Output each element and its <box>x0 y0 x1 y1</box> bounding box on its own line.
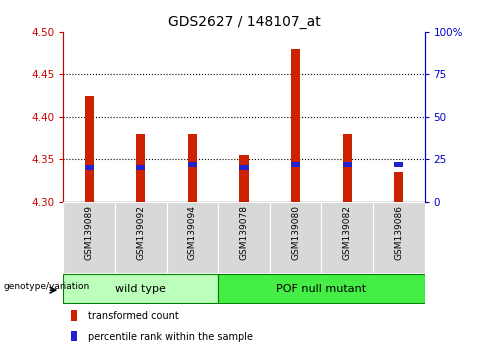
Bar <box>291 49 300 202</box>
Bar <box>373 202 425 273</box>
Text: wild type: wild type <box>115 284 166 293</box>
Text: percentile rank within the sample: percentile rank within the sample <box>88 332 253 342</box>
Bar <box>188 162 197 167</box>
Text: transformed count: transformed count <box>88 311 179 321</box>
Bar <box>63 274 218 303</box>
Text: GSM139094: GSM139094 <box>188 205 197 260</box>
Bar <box>322 202 373 273</box>
Bar <box>84 165 94 170</box>
Text: GSM139089: GSM139089 <box>85 205 94 260</box>
Bar <box>136 134 145 202</box>
Bar <box>84 96 94 202</box>
Bar <box>63 202 115 273</box>
Bar <box>71 310 77 321</box>
Bar <box>270 202 322 273</box>
Bar <box>166 202 218 273</box>
Bar <box>218 202 270 273</box>
Text: genotype/variation: genotype/variation <box>3 282 89 291</box>
Text: GSM139086: GSM139086 <box>394 205 403 260</box>
Bar <box>343 162 352 167</box>
Text: POF null mutant: POF null mutant <box>276 284 366 293</box>
Bar <box>218 274 425 303</box>
Text: GSM139092: GSM139092 <box>136 205 145 260</box>
Bar <box>136 165 145 170</box>
Bar <box>239 165 249 170</box>
Bar <box>394 162 404 167</box>
Bar <box>188 134 197 202</box>
Bar <box>343 134 352 202</box>
Bar <box>115 202 166 273</box>
Bar <box>291 162 300 167</box>
Bar <box>239 155 249 202</box>
Text: GSM139080: GSM139080 <box>291 205 300 260</box>
Bar <box>394 172 404 202</box>
Title: GDS2627 / 148107_at: GDS2627 / 148107_at <box>167 16 321 29</box>
Bar <box>71 331 77 341</box>
Text: GSM139078: GSM139078 <box>240 205 248 260</box>
Text: GSM139082: GSM139082 <box>343 205 352 260</box>
